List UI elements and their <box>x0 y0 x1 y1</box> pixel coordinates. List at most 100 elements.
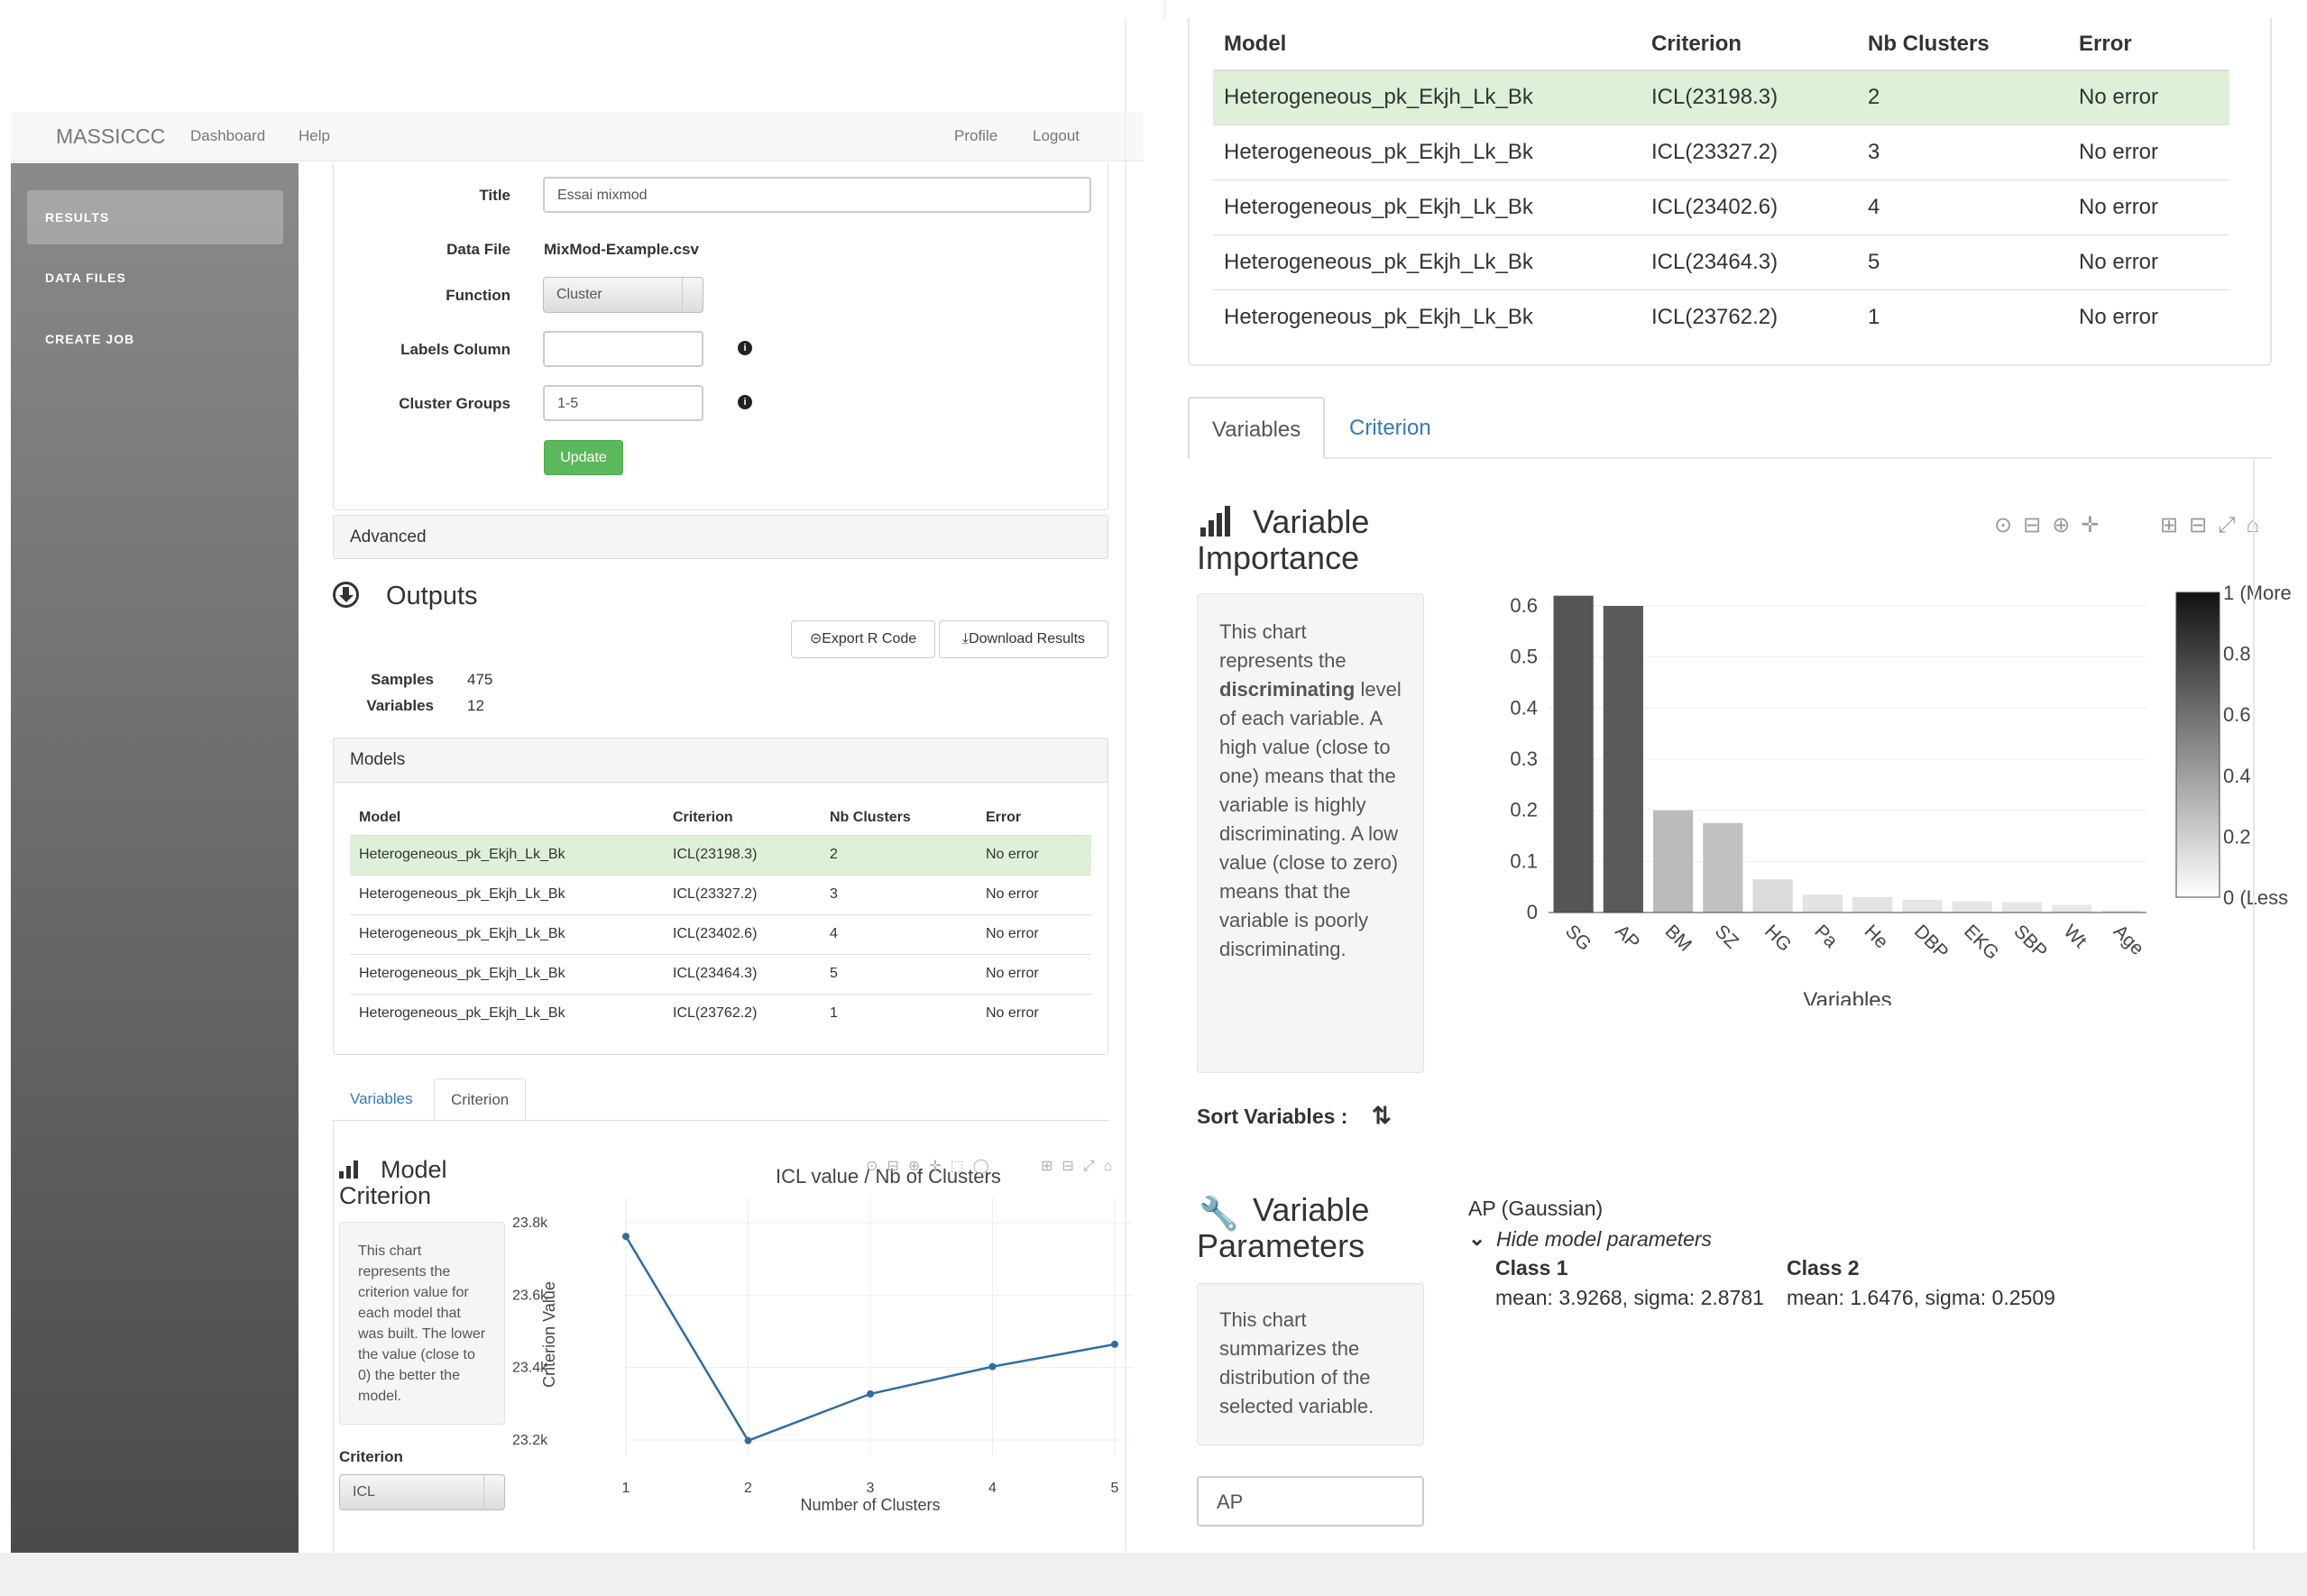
col-nb-clusters: Nb Clusters <box>830 809 911 825</box>
chevron-down-icon[interactable]: ⌄ <box>1468 1226 1486 1250</box>
y-tick-label: 23.8k <box>512 1215 548 1231</box>
col-nb-clusters: Nb Clusters <box>1868 18 2079 71</box>
models-table-left: Model Criterion Nb Clusters Error Hetero… <box>350 801 1091 1033</box>
download-results-button[interactable]: ⤓Download Results <box>939 620 1108 658</box>
bar <box>1952 901 1992 913</box>
plot-toolbar-zoom[interactable]: ⊞⊟⤢⌂ <box>1041 1159 1122 1174</box>
x-tick-label: EKG <box>1960 921 2003 964</box>
y-tick-label: 0.3 <box>1510 748 1538 770</box>
sidebar-item-results[interactable]: RESULTS <box>27 190 283 244</box>
variable-parameters-title: Variable <box>1253 1191 1370 1228</box>
nav-logout[interactable]: Logout <box>1033 127 1080 144</box>
model-criterion-title-2: Criterion <box>339 1182 432 1209</box>
y-tick-label: 23.2k <box>512 1433 548 1448</box>
sidebar: RESULTS DATA FILES CREATE JOB <box>11 163 299 1556</box>
nav-help[interactable]: Help <box>299 127 330 144</box>
plot-toolbar[interactable]: ⊙⊟⊕✛ <box>1994 513 2110 537</box>
variable-input[interactable]: AP <box>1197 1476 1424 1527</box>
table-row[interactable]: Heterogeneous_pk_Ekjh_Lk_Bk ICL(23464.3)… <box>350 953 1091 994</box>
colorbar <box>2175 592 2220 898</box>
plot-toolbar[interactable]: ⊙⊟⊕✛⬚◯ <box>866 1159 998 1174</box>
sort-variables-label: Sort Variables : <box>1197 1105 1348 1128</box>
title-input[interactable]: Essai mixmod <box>543 177 1091 213</box>
variable-importance-title: Variable <box>1253 503 1370 540</box>
col-criterion: Criterion <box>1651 18 1868 71</box>
x-tick-label: SBP <box>2009 921 2051 962</box>
sort-icon[interactable]: ⇅ <box>1372 1102 1392 1129</box>
bar <box>1802 894 1843 913</box>
panel-border <box>333 1121 334 1556</box>
nav-profile[interactable]: Profile <box>954 127 998 144</box>
table-row[interactable]: Heterogeneous_pk_Ekjh_Lk_Bk ICL(23762.2)… <box>1213 289 2229 344</box>
models-table-right: Model Criterion Nb Clusters Error Hetero… <box>1213 18 2229 344</box>
cluster-groups-input[interactable]: 1-5 <box>543 385 703 421</box>
x-tick-label: 1 <box>622 1481 630 1496</box>
bar <box>2001 902 2042 913</box>
table-row[interactable]: Heterogeneous_pk_Ekjh_Lk_Bk ICL(23402.6)… <box>1213 179 2229 234</box>
cluster-groups-label: Cluster Groups <box>399 395 510 412</box>
colorbar-tick-label: 0.8 <box>2223 643 2251 665</box>
info-icon[interactable]: i <box>738 341 752 355</box>
bar <box>2052 904 2092 913</box>
download-circle-icon <box>333 582 359 608</box>
class2-title: Class 2 <box>1787 1256 1860 1280</box>
left-screenshot-panel: MASSICCC Dashboard Help Profile Logout R… <box>11 18 1144 1556</box>
variables-label: Variables <box>366 697 434 714</box>
importance-description: This chart represents the discriminating… <box>1197 593 1424 1073</box>
tab-criterion[interactable]: Criterion <box>1349 416 1431 440</box>
outputs-heading: Outputs <box>386 582 478 610</box>
wrench-icon: 🔧 <box>1199 1195 1239 1232</box>
info-icon[interactable]: i <box>738 395 752 409</box>
criterion-select-label: Criterion <box>339 1448 403 1465</box>
sidebar-item-create-job[interactable]: CREATE JOB <box>45 332 135 346</box>
bar <box>1752 879 1793 913</box>
data-point <box>988 1362 997 1371</box>
criterion-select[interactable]: ICL <box>339 1474 505 1510</box>
function-label: Function <box>446 287 510 304</box>
y-axis-label: Criterion Value <box>540 1281 558 1388</box>
data-point <box>622 1233 630 1241</box>
advanced-panel-header[interactable]: Advanced <box>333 515 1108 559</box>
models-panel-zoomed <box>1188 18 2272 366</box>
tab-criterion[interactable]: Criterion <box>434 1078 527 1120</box>
title-label: Title <box>479 187 510 204</box>
hide-parameters-toggle[interactable]: Hide model parameters <box>1496 1227 1713 1251</box>
table-row[interactable]: Heterogeneous_pk_Ekjh_Lk_Bk ICL(23198.3)… <box>350 834 1091 875</box>
x-axis-label: Number of Clusters <box>800 1496 940 1514</box>
table-row[interactable]: Heterogeneous_pk_Ekjh_Lk_Bk ICL(23402.6)… <box>350 913 1091 954</box>
bar <box>1653 810 1694 913</box>
nav-dashboard[interactable]: Dashboard <box>190 127 266 144</box>
labels-column-input[interactable] <box>543 331 703 367</box>
brand-logo[interactable]: MASSICCC <box>56 124 166 148</box>
plot-toolbar-zoom[interactable]: ⊞⊟⤢⌂ <box>2160 513 2270 537</box>
table-row[interactable]: Heterogeneous_pk_Ekjh_Lk_Bk ICL(23198.3)… <box>1213 69 2229 124</box>
colorbar-tick-label: 0.4 <box>2223 765 2251 787</box>
tab-variables[interactable]: Variables <box>1188 397 1326 459</box>
function-select[interactable]: Cluster <box>543 277 703 313</box>
y-tick-label: 0.4 <box>1510 696 1538 719</box>
right-screenshot-panel: Model Criterion Nb Clusters Error Hetero… <box>1166 0 2307 1596</box>
bar <box>1603 606 1643 913</box>
table-row[interactable]: Heterogeneous_pk_Ekjh_Lk_Bk ICL(23762.2)… <box>350 993 1091 1033</box>
download-icon: ⤓ <box>961 631 970 647</box>
class2-params: mean: 1.6476, sigma: 0.2509 <box>1787 1286 2055 1309</box>
chart-title: ICL value / Nb of Clusters <box>776 1165 1001 1188</box>
y-tick-label: 23.6k <box>512 1288 548 1303</box>
panel-border <box>2253 459 2255 1550</box>
x-tick-label: He <box>1861 921 1892 952</box>
export-r-code-button[interactable]: ⊝Export R Code <box>791 620 935 658</box>
navbar: MASSICCC Dashboard Help Profile Logout <box>11 112 1144 161</box>
tab-variables[interactable]: Variables <box>350 1090 413 1107</box>
table-row[interactable]: Heterogeneous_pk_Ekjh_Lk_Bk ICL(23327.2)… <box>350 874 1091 914</box>
models-panel-header: Models <box>333 738 1108 783</box>
y-tick-label: 0.5 <box>1510 646 1538 668</box>
table-row[interactable]: Heterogeneous_pk_Ekjh_Lk_Bk ICL(23327.2)… <box>1213 124 2229 179</box>
table-row[interactable]: Heterogeneous_pk_Ekjh_Lk_Bk ICL(23464.3)… <box>1213 234 2229 289</box>
x-tick-label: Pa <box>1810 921 1842 952</box>
class1-title: Class 1 <box>1495 1256 1568 1280</box>
data-file-value: MixMod-Example.csv <box>544 241 699 258</box>
update-button[interactable]: Update <box>544 440 623 475</box>
x-tick-label: SG <box>1561 921 1595 955</box>
sidebar-item-data-files[interactable]: DATA FILES <box>45 271 126 285</box>
x-tick-label: 4 <box>988 1481 997 1496</box>
